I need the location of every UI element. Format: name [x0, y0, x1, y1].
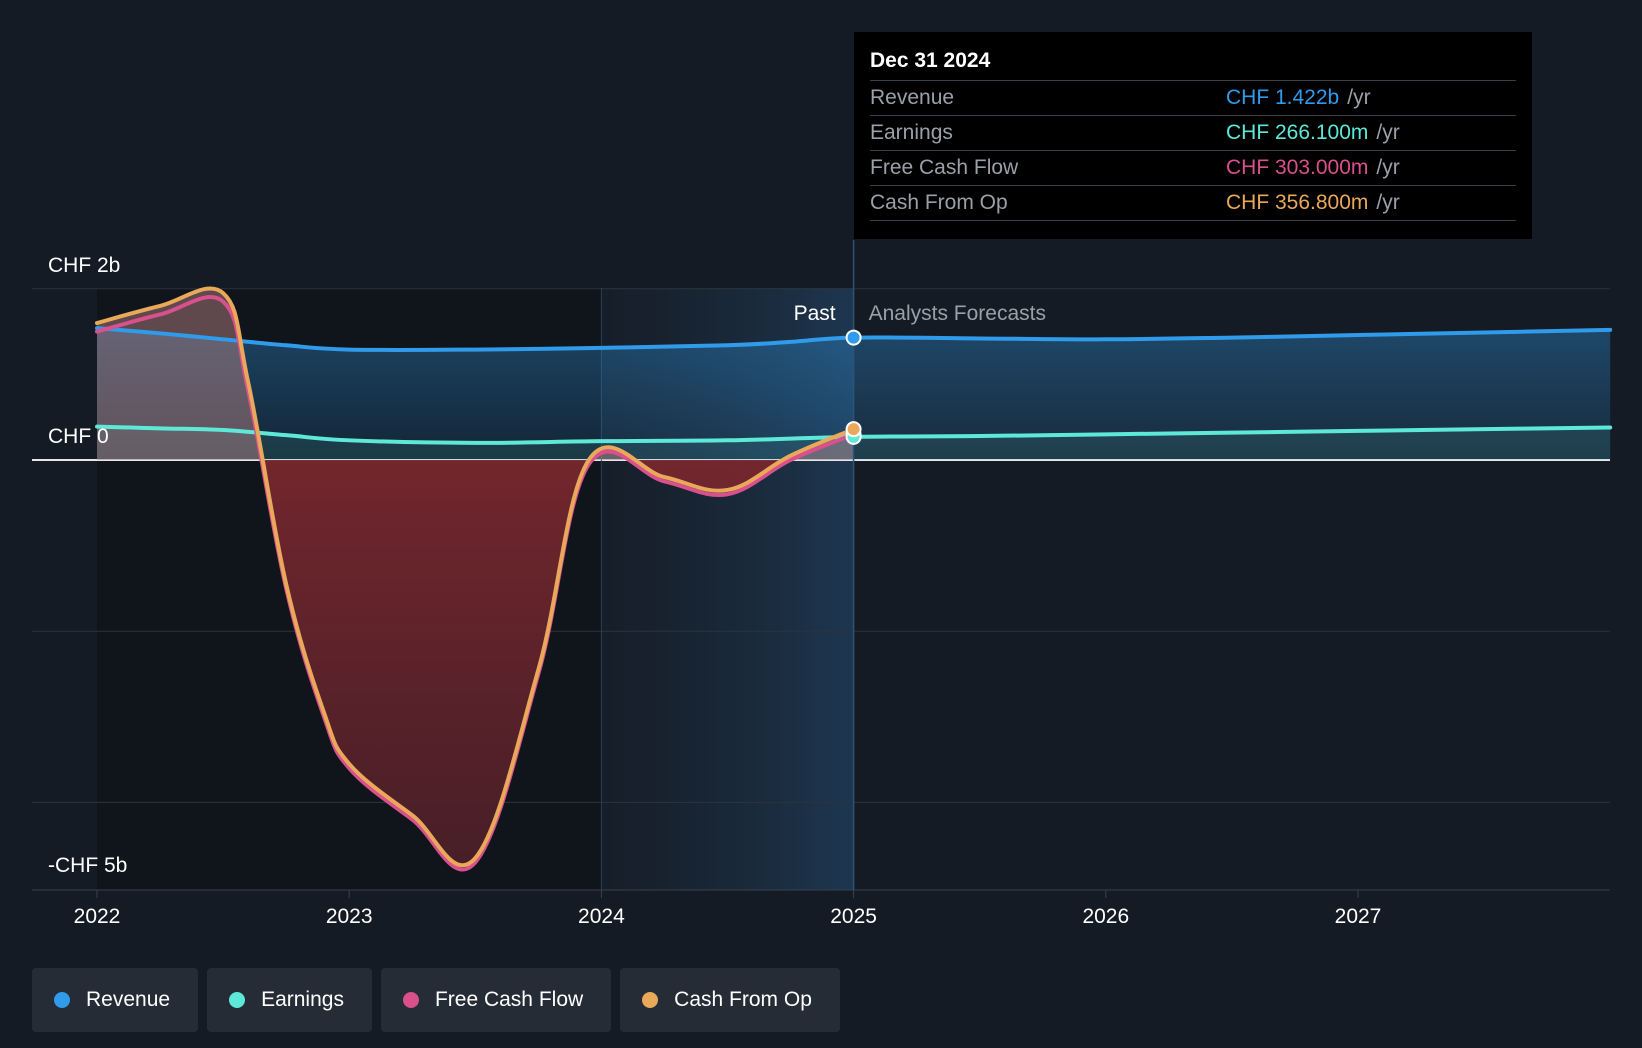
x-tick-label: 2026 — [1082, 905, 1129, 928]
tooltip-date: Dec 31 2024 — [870, 46, 1516, 81]
revenue-line — [95, 326, 1613, 352]
free-cash-flow-dot-icon — [402, 992, 419, 1008]
y-tick-label: CHF 2b — [48, 254, 120, 277]
revenue-dot-icon — [54, 992, 70, 1008]
forecast-label: Analysts Forecasts — [869, 302, 1046, 325]
cash-from-op-dot-icon — [642, 992, 659, 1008]
legend-item-free-cash-flow[interactable]: Free Cash Flow — [380, 968, 612, 1032]
tooltip-unit: /yr — [1347, 86, 1371, 109]
revenue-marker — [845, 329, 862, 346]
cash-flow-positive-area — [97, 288, 854, 460]
y-tick-label: -CHF 5b — [48, 854, 127, 877]
legend-label: Revenue — [86, 988, 171, 1011]
cash-flow-chart: CHF 2b CHF 0 -CHF 5b 2022 2023 2024 2025 2026 20… — [32, 240, 1613, 928]
cash-from-op-line — [95, 286, 856, 868]
tooltip-value: CHF 266.100m — [1226, 121, 1369, 144]
tooltip-label: Free Cash Flow — [870, 156, 1019, 179]
tooltip: Dec 31 2024 Revenue CHF 1.422b /yr Earni… — [854, 32, 1532, 239]
x-tick-label: 2025 — [830, 905, 877, 928]
x-tick-label: 2024 — [578, 905, 625, 928]
tooltip-row-free-cash-flow: Free Cash Flow CHF 303.000m /yr — [870, 151, 1516, 186]
tooltip-unit: /yr — [1376, 191, 1400, 214]
x-tick-label: 2027 — [1335, 905, 1382, 928]
tooltip-row-earnings: Earnings CHF 266.100m /yr — [870, 116, 1516, 151]
tooltip-value: CHF 1.422b — [1226, 86, 1340, 109]
legend-item-cash-from-op[interactable]: Cash From Op — [620, 968, 840, 1032]
y-tick-label: CHF 0 — [48, 425, 109, 448]
legend-label: Cash From Op — [674, 988, 812, 1011]
legend-item-earnings[interactable]: Earnings — [207, 968, 372, 1032]
legend: Revenue Earnings Free Cash Flow Cash Fro… — [32, 968, 840, 1032]
tooltip-label: Revenue — [870, 86, 955, 109]
earnings-dot-icon — [229, 992, 246, 1008]
tooltip-row-revenue: Revenue CHF 1.422b /yr — [870, 81, 1516, 116]
cash-flow-negative-area — [97, 460, 854, 866]
legend-label: Free Cash Flow — [434, 988, 584, 1011]
tooltip-label: Cash From Op — [870, 191, 1008, 214]
legend-label: Earnings — [261, 988, 344, 1011]
past-label: Past — [794, 302, 836, 325]
x-tick-label: 2023 — [326, 905, 373, 928]
tooltip-unit: /yr — [1376, 121, 1400, 144]
tooltip-value: CHF 356.800m — [1226, 191, 1369, 214]
cash-from-op-marker — [845, 421, 862, 438]
tooltip-unit: /yr — [1376, 156, 1400, 179]
earnings-line — [95, 424, 1613, 445]
x-tick-label: 2022 — [74, 905, 121, 928]
tooltip-value: CHF 303.000m — [1226, 156, 1369, 179]
legend-item-revenue[interactable]: Revenue — [32, 968, 199, 1032]
tooltip-label: Earnings — [870, 121, 953, 144]
tooltip-row-cash-from-op: Cash From Op CHF 356.800m /yr — [870, 186, 1516, 221]
